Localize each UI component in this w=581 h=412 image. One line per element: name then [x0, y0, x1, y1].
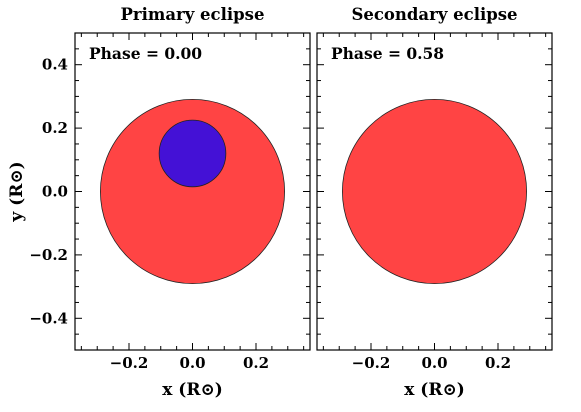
phase-annotation: Phase = 0.00: [89, 44, 202, 63]
chart-panel-1: −0.2 0.0 0.2 −0.4 −0.2 0.0 0.2 0.4 Primary eclip…: [7, 5, 311, 400]
panel-title: Secondary eclipse: [351, 5, 517, 24]
star-group: [100, 99, 285, 284]
star-disk-1: [100, 99, 285, 284]
y-tick-label: 0.4: [42, 56, 68, 74]
x-tick-label: 0.2: [485, 354, 511, 372]
y-axis-label: y (R⊙): [7, 161, 27, 222]
y-tick-label: −0.4: [29, 309, 68, 327]
star-group: [342, 99, 527, 284]
x-tick-label: 0.0: [179, 354, 205, 372]
x-tick-label: 0.2: [243, 354, 269, 372]
x-tick-label: 0.0: [421, 354, 447, 372]
x-tick-label: −0.2: [352, 354, 391, 372]
panel-title: Primary eclipse: [121, 5, 265, 24]
x-axis-label: x (R⊙): [162, 380, 223, 400]
x-tick-label: −0.2: [110, 354, 149, 372]
y-tick-label: 0.0: [42, 183, 68, 201]
star-disk-2: [342, 99, 527, 284]
x-axis-label: x (R⊙): [404, 380, 465, 400]
y-tick-label: 0.2: [42, 119, 68, 137]
star-disk-2: [158, 119, 227, 188]
y-tick-label: −0.2: [29, 246, 68, 264]
chart-panel-2: −0.2 0.0 0.2 Secondary eclipse Phase = 0.58 x…: [316, 5, 553, 400]
phase-annotation: Phase = 0.58: [331, 44, 444, 63]
